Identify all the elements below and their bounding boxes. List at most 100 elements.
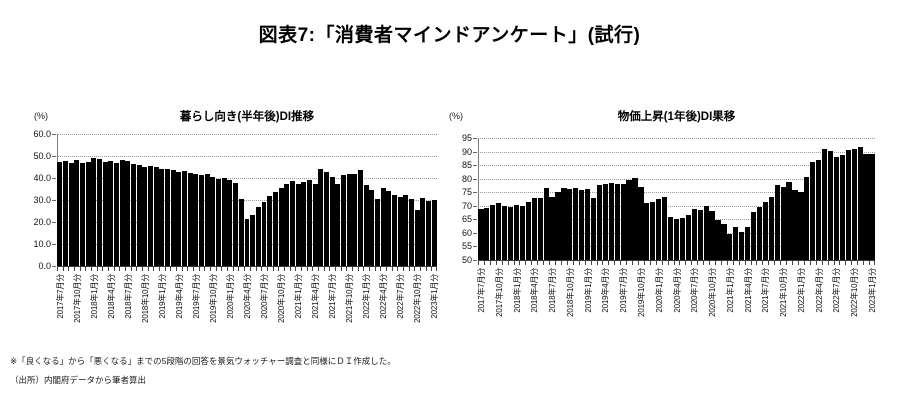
x-tick-label: 2017年7月分 (55, 274, 65, 319)
x-axis-tick (130, 267, 132, 271)
bar (519, 205, 526, 260)
bar (656, 199, 662, 260)
methodology-note: ※「良くなる」から「悪くなる」までの5段階の回答を景気ウォッチャー調査と同様にＤ… (10, 356, 396, 366)
bar (733, 226, 739, 260)
x-axis-tick (632, 261, 634, 265)
x-axis-tick (833, 261, 835, 265)
x-axis-tick (136, 267, 138, 271)
x-tick-label: 2019年1月分 (583, 268, 593, 313)
x-axis-tick (572, 261, 574, 265)
bar (543, 187, 549, 260)
bar (301, 181, 307, 266)
x-axis-tick (306, 267, 308, 271)
bar (496, 203, 502, 260)
x-axis-tick (637, 261, 639, 265)
chart-title: 物価上昇(1年後)DI果移 (617, 111, 736, 123)
bar (608, 182, 614, 260)
bar (507, 206, 514, 260)
bar (739, 231, 745, 260)
x-axis-tick (204, 267, 206, 271)
bar (632, 178, 638, 260)
chart-living-conditions-di: (%) 暮らし向き(半年後)DI推移 60.0 50.0 40.0 30.0 20.0 1… (30, 105, 475, 355)
y-tick-label: 60.0 (33, 129, 51, 139)
x-axis-tick (507, 261, 509, 265)
gridline (57, 200, 437, 201)
y-axis-tick (52, 266, 56, 267)
bar (851, 148, 857, 260)
x-axis-tick (821, 261, 823, 265)
y-tick-label: 55 (461, 241, 472, 251)
x-axis-tick (261, 267, 263, 271)
x-tick-label: 2022年10月分 (413, 274, 423, 323)
bar (289, 181, 295, 266)
x-axis-tick (673, 261, 675, 265)
bar (567, 188, 573, 260)
y-axis-tick (52, 222, 56, 223)
bar (727, 233, 733, 260)
x-tick-label: 2020年4月分 (243, 274, 252, 319)
bar (822, 148, 828, 260)
bar (626, 180, 632, 260)
bar (614, 184, 620, 260)
y-tick-label: 0.0 (38, 261, 51, 271)
x-axis-tick (385, 267, 387, 271)
x-tick-label: 2020年7月分 (260, 274, 269, 319)
x-axis-tick (649, 261, 651, 265)
x-tick-label: 2022年1月分 (796, 268, 806, 313)
bar (685, 215, 691, 260)
bar (513, 204, 520, 260)
bar (148, 165, 154, 266)
bar (68, 162, 74, 266)
x-axis-tick (368, 267, 370, 271)
bar (827, 151, 834, 260)
bar (216, 178, 222, 266)
x-axis-tick (68, 267, 70, 271)
x-axis-tick (661, 261, 663, 265)
bar (555, 192, 561, 260)
x-axis-tick (300, 267, 302, 271)
bar (420, 198, 426, 266)
x-axis-tick (340, 267, 342, 271)
x-axis-tick (419, 267, 421, 271)
x-axis-tick (159, 267, 161, 271)
figure-title: 図表7:「消費者マインドアンケート」(試行) (258, 25, 641, 46)
y-axis-tick (473, 233, 477, 234)
x-axis-tick (238, 267, 240, 271)
bar (91, 158, 97, 266)
x-axis-tick (478, 261, 479, 265)
x-axis-tick (380, 267, 382, 271)
bar (312, 183, 318, 266)
x-axis-tick (232, 267, 234, 271)
x-axis-tick (113, 267, 115, 271)
x-axis-tick (643, 261, 645, 265)
x-tick-label: 2019年1月分 (157, 274, 167, 319)
bar (833, 156, 840, 260)
bar (478, 209, 484, 260)
x-axis-tick (391, 267, 393, 271)
bar (525, 201, 531, 260)
x-axis-line (478, 260, 875, 261)
x-tick-label: 2017年7月分 (476, 268, 486, 313)
x-axis-tick (584, 261, 586, 265)
bar (561, 188, 567, 260)
x-axis-tick (845, 261, 847, 265)
x-tick-label: 2022年4月分 (814, 268, 824, 313)
x-axis-tick (525, 261, 527, 265)
bar (386, 191, 392, 266)
x-axis-tick (436, 267, 437, 271)
bar (484, 207, 490, 260)
bar (650, 201, 656, 260)
x-axis-tick (221, 267, 223, 271)
bar (774, 185, 780, 260)
bar (278, 187, 284, 266)
x-tick-label: 2019年10月分 (636, 268, 646, 317)
bar (346, 173, 352, 266)
bar (369, 190, 375, 266)
x-axis-tick (578, 261, 580, 265)
x-axis-tick (215, 267, 217, 271)
y-axis-tick (52, 156, 56, 157)
gridline (478, 179, 875, 180)
x-tick-label: 2021年10月分 (345, 274, 355, 323)
x-axis-tick (334, 267, 336, 271)
